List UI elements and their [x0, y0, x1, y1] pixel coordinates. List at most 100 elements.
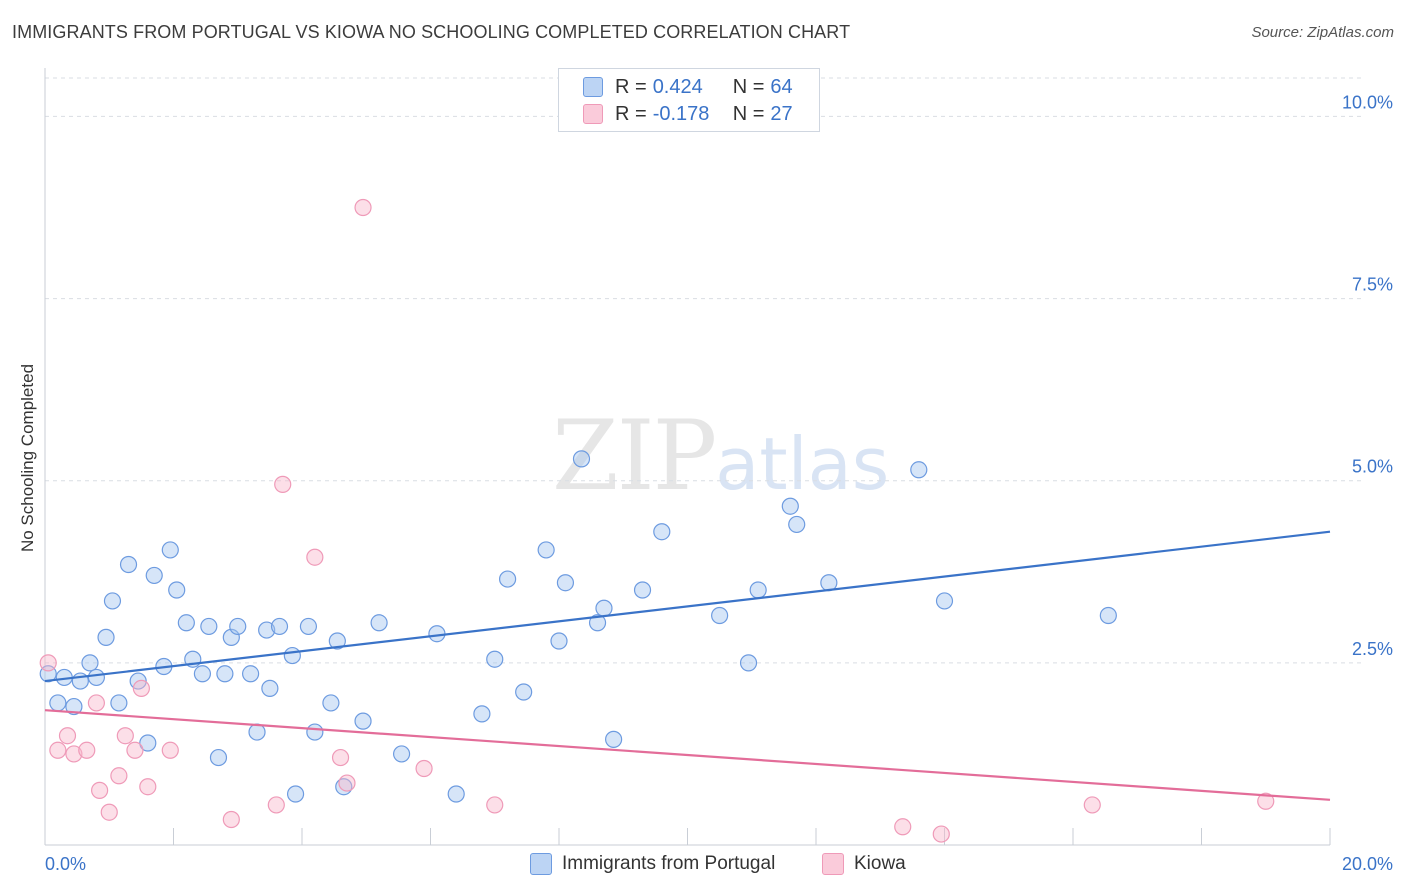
kiowa-point [39, 654, 57, 672]
legend-n-label: N = [732, 75, 765, 98]
kiowa-point [274, 475, 292, 493]
portugal-point [258, 621, 276, 639]
portugal-point [222, 628, 240, 646]
portugal-point [588, 614, 607, 632]
kiowa-point [100, 803, 118, 821]
x-tick-label-max: 20.0% [1342, 854, 1393, 874]
correlation-legend: R = 0.424 N = 64 R = -0.178 N = 27 [558, 68, 820, 132]
watermark-zip: ZIP [552, 400, 717, 512]
kiowa-point [78, 741, 96, 759]
portugal-point [322, 694, 340, 712]
portugal-point [653, 523, 671, 541]
kiowa-point [894, 818, 912, 836]
kiowa-point [354, 198, 372, 217]
kiowa-point [222, 810, 240, 829]
kiowa-point [58, 727, 77, 745]
portugal-point [788, 515, 806, 534]
legend-n-label: N = [732, 102, 765, 125]
kiowa-point [132, 679, 150, 697]
portugal-point [103, 592, 122, 610]
portugal-point [139, 734, 157, 752]
portugal-point [306, 723, 324, 741]
portugal-point [711, 606, 729, 625]
portugal-point [749, 581, 767, 599]
portugal-point [328, 632, 346, 650]
portugal-point [161, 541, 179, 559]
y-tick-label: 10.0% [1342, 92, 1393, 112]
kiowa-point [306, 548, 324, 566]
source-credit: Source: ZipAtlas.com [1251, 24, 1394, 41]
x-tick-label-min: 0.0% [45, 854, 86, 874]
kiowa-point [116, 727, 134, 745]
legend-swatch-blue [583, 77, 603, 97]
legend-r-label: R = [615, 75, 647, 98]
kiowa-point [87, 694, 106, 712]
portugal-point [781, 497, 799, 515]
portugal-point [354, 712, 372, 730]
kiowa-point [267, 796, 285, 814]
portugal-point [200, 617, 218, 636]
legend-swatch-pink [583, 104, 603, 124]
portugal-point [633, 581, 652, 599]
series-swatch-pink [822, 853, 844, 875]
portugal-point [392, 745, 411, 763]
portugal-point [935, 592, 954, 610]
portugal-point [1099, 606, 1117, 625]
portugal-point [270, 617, 289, 636]
kiowa-point [932, 825, 950, 843]
y-tick-label: 2.5% [1352, 639, 1393, 659]
portugal-point [145, 566, 163, 585]
series-label-portugal: Immigrants from Portugal [562, 853, 776, 874]
portugal-point [110, 694, 128, 712]
kiowa-point [91, 781, 109, 799]
legend-n-value: 27 [770, 102, 793, 125]
kiowa-point [486, 796, 504, 814]
kiowa-point [415, 759, 433, 778]
portugal-point [261, 679, 279, 697]
portugal-point [739, 654, 758, 672]
kiowa-point [65, 745, 83, 763]
legend-n-value: 64 [770, 75, 793, 98]
series-legend-portugal: Immigrants from Portugal [530, 850, 775, 878]
kiowa-point [139, 778, 157, 796]
portugal-point [119, 555, 138, 574]
portugal-point [499, 570, 517, 588]
portugal-point [81, 654, 99, 672]
portugal-point [473, 705, 491, 723]
watermark-atlas: atlas [715, 422, 890, 506]
portugal-point [97, 628, 115, 646]
chart-title: IMMIGRANTS FROM PORTUGAL VS KIOWA NO SCH… [12, 22, 851, 42]
portugal-point [65, 697, 83, 716]
portugal-point [537, 541, 555, 559]
legend-row-portugal: R = 0.424 N = 64 [583, 74, 793, 100]
portugal-point [87, 668, 106, 687]
portugal-point [242, 665, 260, 683]
kiowa-trend-line [44, 709, 1331, 801]
portugal-point [49, 694, 67, 712]
y-tick-label: 5.0% [1352, 457, 1393, 477]
series-legend-kiowa: Kiowa [822, 850, 906, 878]
portugal-point [168, 581, 186, 599]
portugal-point [216, 665, 234, 683]
kiowa-point [126, 741, 144, 759]
portugal-point [605, 730, 623, 748]
portugal-point [283, 646, 301, 665]
portugal-point [177, 614, 195, 632]
portugal-point [286, 785, 305, 803]
watermark: ZIPatlas [552, 400, 889, 512]
portugal-point [550, 632, 568, 650]
kiowa-point [161, 741, 179, 759]
legend-r-value: -0.178 [652, 102, 710, 125]
portugal-point [595, 599, 613, 617]
legend-r-label: R = [615, 102, 647, 125]
portugal-point [515, 683, 533, 701]
series-label-kiowa: Kiowa [854, 853, 906, 874]
portugal-point [229, 617, 247, 636]
legend-row-kiowa: R = -0.178 N = 27 [583, 101, 793, 127]
portugal-point [209, 748, 228, 767]
portugal-point [572, 450, 591, 468]
portugal-trend-line [44, 530, 1331, 683]
y-tick-label: 7.5% [1352, 275, 1393, 295]
kiowa-point [1257, 792, 1275, 810]
